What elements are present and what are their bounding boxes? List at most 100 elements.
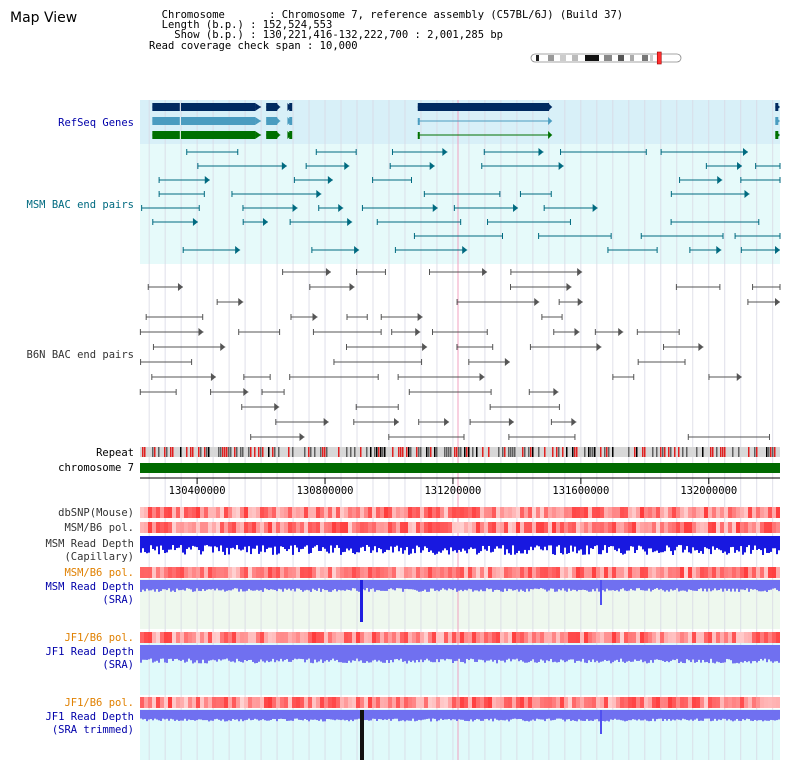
jf1-pol-cell bbox=[432, 632, 436, 643]
jf1-pol-cell bbox=[152, 632, 156, 643]
jf1-sra-depth-bar bbox=[390, 645, 392, 661]
label-jf1-trim-2[interactable]: (SRA trimmed) bbox=[52, 724, 134, 736]
jf1-sra-depth-bar bbox=[492, 645, 494, 662]
msm-sra-depth-bar bbox=[486, 580, 488, 589]
jf1-sra-depth-bar bbox=[156, 645, 158, 661]
msm-sra-depth-bar bbox=[282, 580, 284, 592]
jf1-sra-depth-bar bbox=[550, 645, 552, 659]
repeat-track[interactable] bbox=[140, 447, 780, 457]
dbsnp-cell bbox=[388, 507, 392, 518]
msm-sra-depth-bar bbox=[340, 580, 342, 591]
msm-pol-2-cell bbox=[268, 567, 272, 578]
repeat-mark bbox=[354, 447, 356, 457]
jf1-trim-depth-bar bbox=[346, 710, 348, 720]
msm-pol-cell bbox=[712, 522, 716, 533]
msm-sra-depth-bar bbox=[648, 580, 650, 589]
jf1-trim-depth-bar bbox=[310, 710, 312, 720]
msm-capillary-depth-bar bbox=[298, 536, 300, 553]
dbsnp-cell bbox=[684, 507, 688, 518]
msm-capillary-depth-bar bbox=[288, 536, 290, 550]
label-b6n-bac[interactable]: B6N BAC end pairs bbox=[27, 349, 134, 361]
label-msm-pol-1[interactable]: MSM/B6 pol. bbox=[64, 522, 134, 534]
b6n-pair-arrow bbox=[482, 268, 488, 276]
dbsnp-cell bbox=[272, 507, 276, 518]
repeat-mark bbox=[574, 447, 576, 457]
msm-capillary-depth-bar bbox=[200, 536, 202, 555]
msm-pol-2-cell bbox=[156, 567, 160, 578]
msm-bac-track[interactable] bbox=[141, 148, 781, 254]
jf1-sra-depth-bar bbox=[522, 645, 524, 662]
msm-pol-cell bbox=[364, 522, 368, 533]
b6n-pair-arrow bbox=[198, 328, 204, 336]
repeat-mark bbox=[428, 447, 430, 457]
chromosome-bar[interactable] bbox=[140, 463, 780, 473]
label-msm-capillary-1[interactable]: MSM Read Depth bbox=[45, 538, 134, 550]
refseq-gene-track[interactable] bbox=[152, 103, 780, 139]
ideogram-band bbox=[585, 55, 599, 61]
repeat-mark bbox=[710, 447, 712, 457]
label-jf1-pol-1[interactable]: JF1/B6 pol. bbox=[64, 632, 134, 644]
label-jf1-trim-1[interactable]: JF1 Read Depth bbox=[45, 711, 134, 723]
jf1-pol-cell bbox=[716, 632, 720, 643]
label-jf1-sra-2[interactable]: (SRA) bbox=[102, 659, 134, 671]
label-dbsnp[interactable]: dbSNP(Mouse) bbox=[58, 507, 134, 519]
label-msm-sra-1[interactable]: MSM Read Depth bbox=[45, 581, 134, 593]
msm-sra-depth-bar bbox=[492, 580, 494, 592]
msm-capillary-depth-bar bbox=[640, 536, 642, 547]
msm-pol-cell bbox=[328, 522, 332, 533]
jf1-sra-depth-bar bbox=[152, 645, 154, 663]
jf1-pol-cell bbox=[504, 632, 508, 643]
jf1-pol-cell bbox=[388, 632, 392, 643]
msm-pol-2-cell bbox=[580, 567, 584, 578]
msm-capillary-depth-bar bbox=[736, 536, 738, 551]
jf1-trim-depth-bar bbox=[510, 710, 512, 720]
msm-pol-2-cell bbox=[492, 567, 496, 578]
msm-pol-cell bbox=[376, 522, 380, 533]
msm-pol-cell bbox=[532, 522, 536, 533]
label-msm-capillary-2[interactable]: (Capillary) bbox=[64, 551, 134, 563]
jf1-pol-cell bbox=[300, 632, 304, 643]
msm-sra-depth-bar bbox=[420, 580, 422, 592]
msm-sra-depth-bar bbox=[734, 580, 736, 592]
jf1-trim-depth-bar bbox=[700, 710, 702, 721]
jf1-pol-2-cell bbox=[436, 697, 440, 708]
jf1-trim-depth-bar bbox=[642, 710, 644, 721]
label-chromosome[interactable]: chromosome 7 bbox=[58, 462, 134, 474]
jf1-trim-depth-bar bbox=[380, 710, 382, 720]
msm-sra-depth-bar bbox=[450, 580, 452, 590]
jf1-trim-depth-bar bbox=[152, 710, 154, 721]
label-refseq-genes[interactable]: RefSeq Genes bbox=[58, 117, 134, 129]
repeat-mark bbox=[446, 447, 448, 457]
msm-pol-2-cell bbox=[504, 567, 508, 578]
msm-sra-depth-bar bbox=[556, 580, 558, 592]
heatmap-tracks[interactable] bbox=[140, 507, 780, 708]
label-msm-bac[interactable]: MSM BAC end pairs bbox=[27, 199, 134, 211]
msm-capillary-depth-bar bbox=[462, 536, 464, 549]
repeat-mark bbox=[254, 447, 256, 457]
label-jf1-sra-1[interactable]: JF1 Read Depth bbox=[45, 646, 134, 658]
b6n-bac-track[interactable] bbox=[139, 268, 781, 441]
label-repeat[interactable]: Repeat bbox=[96, 447, 134, 459]
label-jf1-pol-2[interactable]: JF1/B6 pol. bbox=[64, 697, 134, 709]
jf1-trim-depth-bar bbox=[406, 710, 408, 721]
chromosome-ideogram[interactable] bbox=[530, 51, 682, 65]
gene-strand-arrow bbox=[287, 131, 292, 139]
jf1-sra-depth-bar bbox=[168, 645, 170, 659]
msm-sra-depth-bar bbox=[458, 580, 460, 591]
jf1-pol-cell bbox=[340, 632, 344, 643]
repeat-mark bbox=[664, 447, 666, 457]
msm-capillary-depth-bar bbox=[178, 536, 180, 548]
jf1-sra-depth-bar bbox=[422, 645, 424, 663]
jf1-pol-2-cell bbox=[168, 697, 172, 708]
msm-pol-2-cell bbox=[320, 567, 324, 578]
read-depth-tracks[interactable] bbox=[140, 536, 780, 760]
jf1-pol-cell bbox=[368, 632, 372, 643]
msm-pol-cell bbox=[632, 522, 636, 533]
jf1-trim-depth-bar bbox=[258, 710, 260, 721]
label-msm-sra-2[interactable]: (SRA) bbox=[102, 594, 134, 606]
jf1-trim-depth-bar bbox=[646, 710, 648, 721]
label-msm-pol-2[interactable]: MSM/B6 pol. bbox=[64, 567, 134, 579]
msm-capillary-depth-bar bbox=[488, 536, 490, 546]
jf1-pol-cell bbox=[536, 632, 540, 643]
